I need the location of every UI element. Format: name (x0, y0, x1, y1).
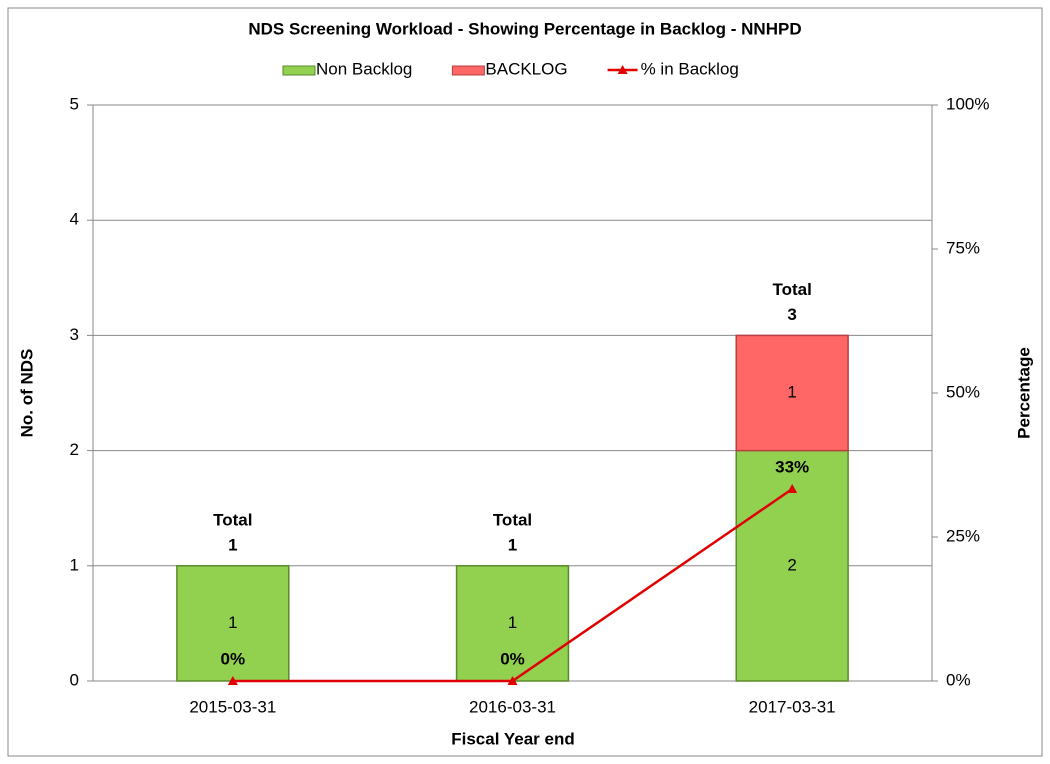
y-tick-label: 0 (70, 670, 79, 689)
bar-value-label: 1 (228, 613, 237, 632)
y-axis-title: No. of NDS (17, 349, 36, 438)
line-marker (227, 676, 238, 685)
total-value: 1 (228, 535, 237, 554)
y-tick-label: 1 (70, 555, 79, 574)
y-tick-label: 3 (70, 325, 79, 344)
line-value-label: 33% (775, 458, 809, 477)
y2-tick-label: 0% (946, 670, 971, 689)
y2-tick-label: 100% (946, 94, 989, 113)
bar-value-label: 2 (787, 555, 796, 574)
x-tick-label: 2016-03-31 (469, 697, 556, 716)
total-value: 1 (508, 535, 517, 554)
bar-value-label: 1 (787, 382, 796, 401)
legend-swatch (451, 65, 485, 76)
total-label: Total (772, 280, 811, 299)
bar-segment (455, 565, 570, 682)
chart-title: NDS Screening Workload - Showing Percent… (248, 19, 801, 38)
line-marker (787, 484, 798, 494)
y2-tick-label: 25% (946, 526, 980, 545)
legend-swatch (282, 65, 316, 76)
legend-label: BACKLOG (485, 59, 567, 78)
total-label: Total (493, 510, 532, 529)
x-axis-title: Fiscal Year end (451, 729, 574, 748)
line-value-label: 0% (221, 649, 246, 668)
legend-label: % in Backlog (641, 59, 739, 78)
y2-tick-label: 75% (946, 238, 980, 257)
x-tick-label: 2017-03-31 (749, 697, 836, 716)
total-value: 3 (787, 305, 796, 324)
x-tick-label: 2015-03-31 (189, 697, 276, 716)
y2-tick-label: 50% (946, 382, 980, 401)
y2-axis-title: Percentage (1014, 347, 1033, 439)
y-tick-label: 2 (70, 440, 79, 459)
legend-label: Non Backlog (316, 59, 412, 78)
bar-segment (176, 565, 290, 682)
legend-marker (617, 65, 628, 74)
total-label: Total (213, 510, 252, 529)
y-tick-label: 5 (70, 94, 79, 113)
line-marker (507, 676, 518, 685)
bar-segment (735, 334, 849, 452)
bar-value-label: 1 (508, 613, 517, 632)
line-value-label: 0% (500, 649, 525, 668)
y-tick-label: 4 (70, 210, 79, 229)
